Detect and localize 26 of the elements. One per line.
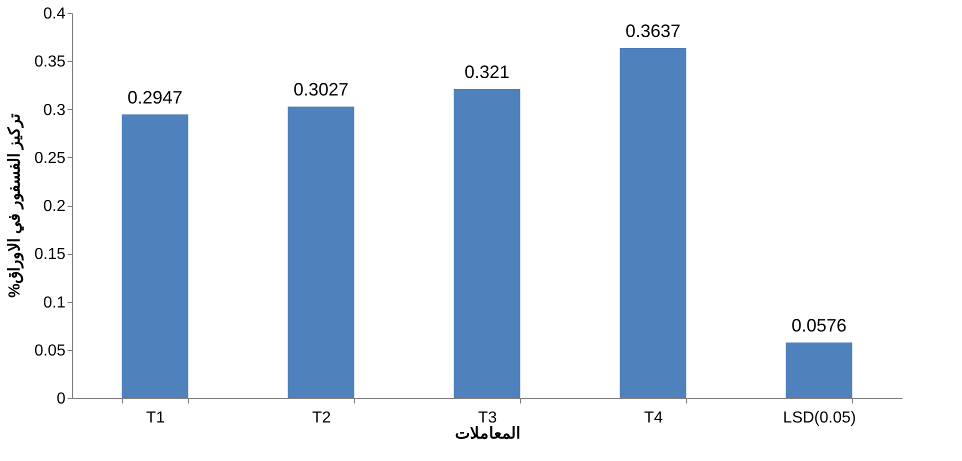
x-tick-label: T2 — [312, 410, 331, 426]
data-label: 0.3027 — [293, 80, 349, 100]
y-tick-label: 0 — [56, 390, 66, 408]
data-label: 0.321 — [464, 62, 510, 82]
x-tick-label: T1 — [146, 410, 165, 426]
bar — [288, 106, 354, 398]
data-label: 0.0576 — [791, 316, 847, 336]
data-label: 0.2947 — [127, 87, 183, 108]
y-tick-label: 0.35 — [34, 54, 66, 71]
y-tick-label: 0.4 — [43, 6, 66, 22]
x-tick-label: T3 — [478, 410, 497, 426]
bar — [454, 89, 520, 398]
data-label: 0.3637 — [625, 20, 681, 41]
x-tick-label: LSD(0.05) — [783, 410, 856, 426]
y-tick-label: 0.15 — [34, 246, 66, 264]
bar — [786, 342, 852, 398]
y-tick-label: 0.05 — [34, 342, 66, 360]
bar — [122, 114, 188, 398]
y-tick-label: 0.1 — [43, 294, 66, 312]
bar — [620, 48, 686, 398]
y-tick-label: 0.3 — [43, 102, 66, 119]
x-tick-label: T4 — [644, 410, 663, 426]
y-tick-label: 0.2 — [43, 198, 66, 215]
x-axis-title: المعاملات — [455, 426, 520, 442]
y-tick-label: 0.25 — [34, 150, 66, 167]
y-axis-title: %تركيز الفسفور في الاوراق — [6, 113, 24, 298]
